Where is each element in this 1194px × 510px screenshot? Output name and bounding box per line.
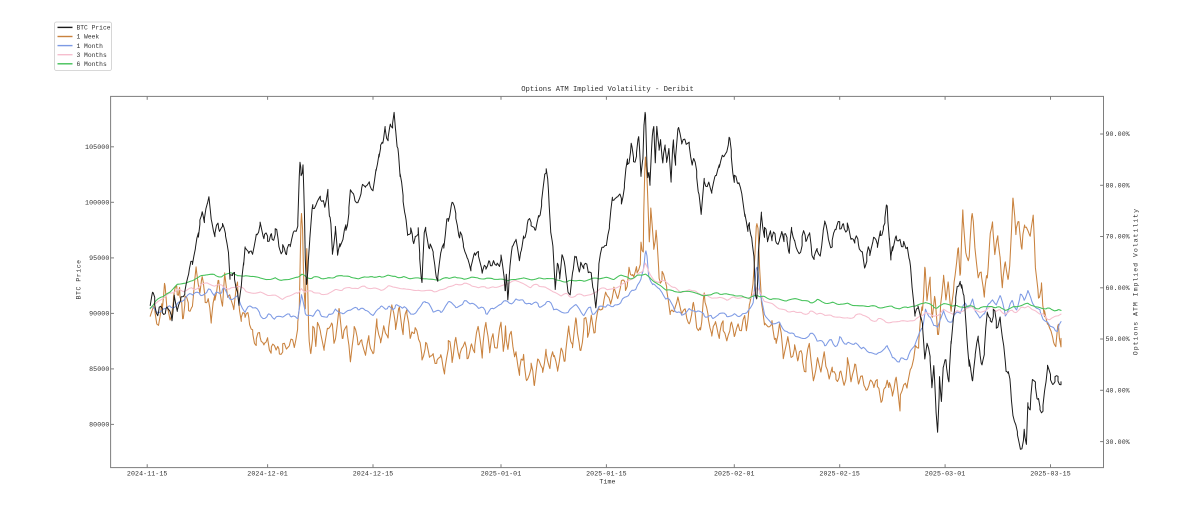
svg-text:2025-02-15: 2025-02-15 (819, 471, 860, 478)
svg-text:40.00%: 40.00% (1106, 388, 1130, 395)
svg-text:2024-11-15: 2024-11-15 (127, 471, 168, 478)
svg-text:80.00%: 80.00% (1106, 183, 1130, 190)
svg-text:2025-03-15: 2025-03-15 (1030, 471, 1071, 478)
svg-text:2025-02-01: 2025-02-01 (714, 471, 755, 478)
svg-text:1 Week: 1 Week (77, 34, 100, 41)
svg-text:80000: 80000 (89, 422, 109, 429)
svg-text:Options ATM Implied Volatility: Options ATM Implied Volatility - Deribit (521, 86, 694, 94)
svg-text:1 Month: 1 Month (77, 43, 104, 50)
svg-text:2025-01-15: 2025-01-15 (586, 471, 627, 478)
svg-text:2024-12-01: 2024-12-01 (247, 471, 288, 478)
svg-text:2025-03-01: 2025-03-01 (925, 471, 966, 478)
svg-text:90000: 90000 (89, 311, 109, 318)
svg-text:105000: 105000 (85, 144, 109, 151)
svg-text:70.00%: 70.00% (1106, 234, 1130, 241)
svg-text:BTC Price: BTC Price (76, 259, 83, 299)
svg-text:90.00%: 90.00% (1106, 131, 1130, 138)
svg-text:85000: 85000 (89, 366, 109, 373)
svg-text:BTC Price: BTC Price (77, 25, 111, 32)
svg-text:2024-12-15: 2024-12-15 (353, 471, 394, 478)
svg-text:30.00%: 30.00% (1106, 439, 1130, 446)
svg-text:6 Months: 6 Months (77, 61, 107, 68)
svg-text:95000: 95000 (89, 255, 109, 262)
svg-text:2025-01-01: 2025-01-01 (481, 471, 522, 478)
svg-text:60.00%: 60.00% (1106, 285, 1130, 292)
svg-text:50.00%: 50.00% (1106, 336, 1130, 343)
svg-text:100000: 100000 (85, 200, 109, 207)
svg-text:3 Months: 3 Months (77, 52, 107, 59)
svg-text:Options ATM Implied Volatility: Options ATM Implied Volatility (1132, 208, 1139, 355)
svg-text:Time: Time (599, 479, 615, 486)
